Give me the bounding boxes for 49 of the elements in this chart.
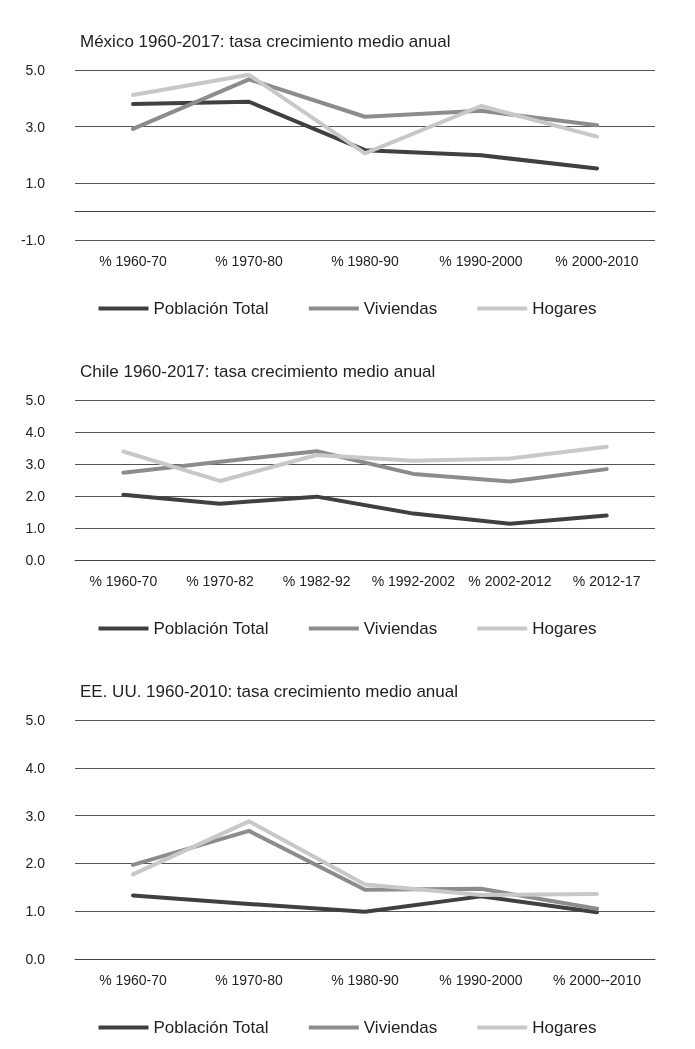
legend-label: Viviendas (363, 1018, 438, 1037)
legend-label: Hogares (532, 619, 597, 638)
line-series (131, 819, 599, 897)
x-tick-label: % 2000-2010 (555, 253, 639, 269)
y-tick-label: 5.0 (25, 62, 46, 78)
x-tick-label: % 1980-90 (331, 972, 400, 988)
chart-title: México 1960-2017: tasa crecimiento medio anual (80, 32, 451, 51)
y-tick-label: 3.0 (25, 456, 46, 472)
legend-label: Población Total (153, 619, 269, 638)
x-tick-label: % 1990-2000 (439, 253, 523, 269)
y-tick-label: -1.0 (20, 232, 46, 248)
x-tick-label: % 2000--2010 (553, 972, 642, 988)
legend-label: Población Total (153, 1018, 269, 1037)
x-tick-label: % 1960-70 (89, 573, 158, 589)
y-tick-label: 1.0 (25, 175, 46, 192)
y-tick-label: 2.0 (25, 855, 46, 872)
x-tick-label: % 1970-82 (186, 573, 255, 589)
legend-label: Población Total (153, 299, 269, 318)
y-tick-label: 5.0 (25, 392, 46, 408)
legend-label: Viviendas (363, 619, 438, 638)
y-tick-label: 4.0 (25, 424, 46, 440)
x-tick-label: % 1982-92 (282, 573, 351, 589)
y-tick-label: 3.0 (25, 807, 46, 824)
x-tick-label: % 1970-80 (215, 253, 284, 269)
y-tick-label: 2.0 (25, 488, 46, 504)
x-tick-label: % 1990-2000 (439, 972, 523, 988)
legend-label: Viviendas (363, 299, 438, 318)
x-tick-label: % 1980-90 (331, 253, 400, 269)
x-tick-label: % 1970-80 (215, 972, 284, 988)
y-tick-label: 1.0 (25, 903, 46, 920)
legend-label: Hogares (532, 299, 597, 318)
chart-title: Chile 1960-2017: tasa crecimiento medio anual (80, 362, 436, 381)
line-series (131, 893, 599, 915)
x-tick-label: % 1960-70 (99, 972, 168, 988)
x-tick-label: % 2012-17 (572, 573, 641, 589)
y-tick-label: 0.0 (25, 552, 46, 568)
line-series (131, 99, 599, 171)
y-tick-label: 0.0 (25, 951, 46, 967)
chart-title: EE. UU. 1960-2010: tasa crecimiento medio anual (80, 682, 458, 701)
y-tick-label: 3.0 (25, 118, 46, 135)
line-series (121, 492, 609, 526)
legend-label: Hogares (532, 1018, 597, 1037)
x-tick-label: % 2002-2012 (468, 573, 552, 589)
y-tick-label: 4.0 (25, 759, 46, 776)
y-tick-label: 1.0 (25, 520, 46, 536)
y-tick-label: 5.0 (25, 712, 46, 728)
x-tick-label: % 1992-2002 (371, 573, 456, 589)
line-series (131, 72, 599, 156)
x-tick-label: % 1960-70 (99, 253, 168, 269)
